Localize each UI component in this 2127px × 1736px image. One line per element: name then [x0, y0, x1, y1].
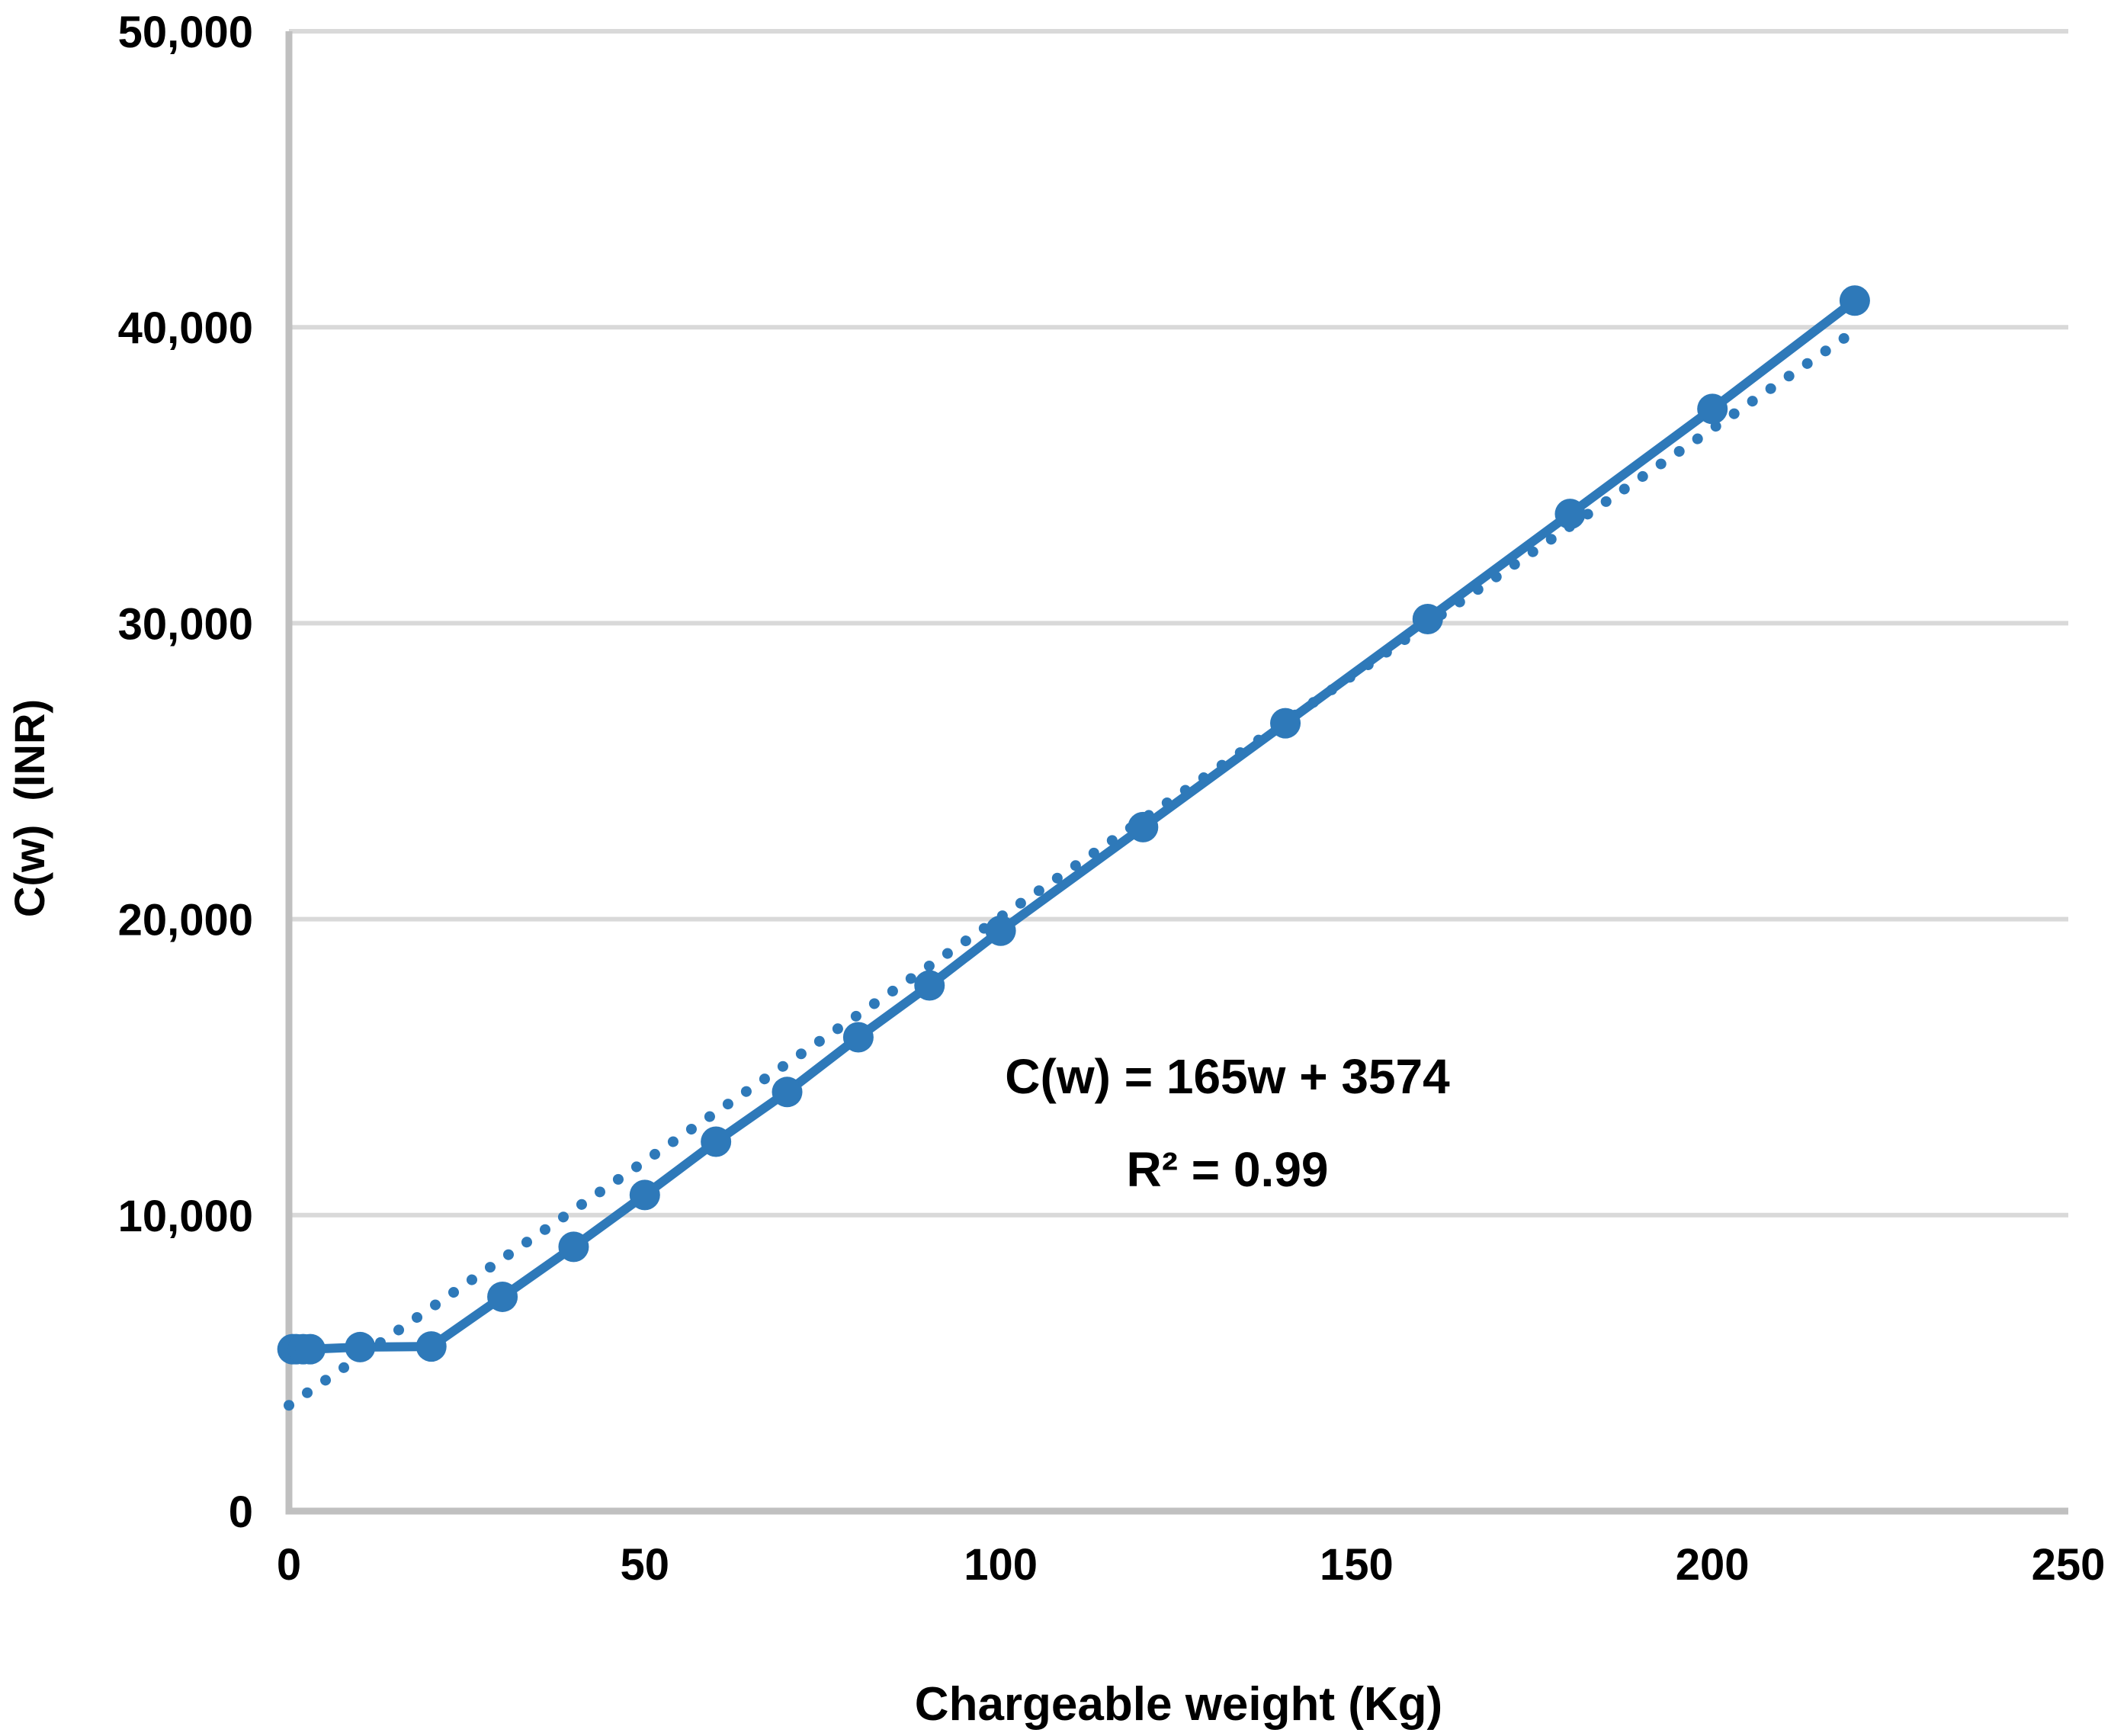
data-point-marker [772, 1077, 803, 1108]
y-tick-label: 50,000 [118, 8, 253, 57]
y-axis-title: C(w) (INR) [5, 699, 53, 917]
trendline-dotted [284, 328, 1857, 1411]
axes [285, 31, 2068, 1515]
gridlines [289, 29, 2068, 1218]
cost-curve-line [287, 296, 1859, 1354]
y-tick-label: 30,000 [118, 599, 253, 649]
x-tick-label: 50 [621, 1540, 670, 1590]
data-point-marker [1839, 285, 1870, 316]
y-tick-label: 10,000 [118, 1192, 253, 1241]
data-point-marker [295, 1333, 326, 1365]
x-tick-label: 200 [1676, 1540, 1750, 1590]
series-layer [277, 285, 1870, 1411]
x-tick-label: 100 [964, 1540, 1038, 1590]
data-point-marker [701, 1126, 732, 1157]
trendline-r-squared: R² = 0.99 [1126, 1142, 1328, 1197]
data-point-marker [1270, 708, 1301, 739]
data-point-marker [1412, 603, 1443, 634]
x-axis-title: Chargeable weight (Kg) [915, 1678, 1442, 1731]
data-point-marker [345, 1331, 376, 1362]
y-tick-label: 40,000 [118, 303, 253, 353]
data-point-marker [415, 1331, 447, 1362]
x-tick-label: 0 [277, 1540, 301, 1590]
data-point-marker [1554, 499, 1586, 530]
y-tick-label: 20,000 [118, 896, 253, 945]
data-point-marker [487, 1281, 518, 1312]
data-point-marker [629, 1179, 660, 1211]
x-tick-label: 250 [2032, 1540, 2106, 1590]
y-tick-label: 0 [229, 1487, 253, 1537]
trendline-equation: C(w) = 165w + 3574 [1005, 1049, 1450, 1104]
x-axis-tick-labels: 0 50 100 150 200 250 [277, 1540, 2106, 1590]
y-axis-tick-labels: 0 10,000 20,000 30,000 40,000 50,000 [118, 8, 253, 1537]
x-tick-label: 150 [1320, 1540, 1394, 1590]
data-point-marker [558, 1231, 589, 1263]
data-point-marker [842, 1022, 874, 1053]
data-point-marker [985, 915, 1016, 946]
data-point-marker [1128, 811, 1159, 842]
data-point-marker [1697, 393, 1728, 425]
data-point-marker [914, 970, 945, 1001]
